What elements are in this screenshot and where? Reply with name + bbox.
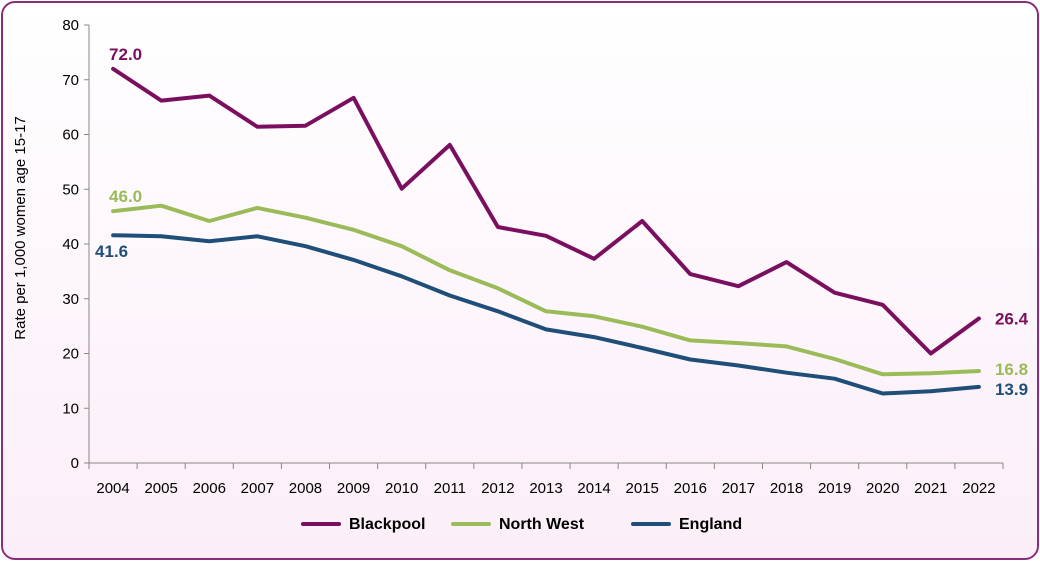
x-tick-label: 2022 [962, 480, 995, 497]
x-tick-label: 2006 [193, 480, 226, 497]
x-tick-label: 2005 [144, 480, 177, 497]
series-line-blackpool [111, 66, 981, 356]
x-tick-label: 2012 [481, 480, 514, 497]
series-line-england [111, 233, 981, 396]
data-label-layer: 72.0 26.4 46.0 16.8 41.6 13.9 [95, 45, 1029, 399]
series-line-north-west [111, 203, 981, 377]
y-tick-label: 80 [62, 17, 79, 34]
x-tick-label: 2020 [866, 480, 899, 497]
y-tick-label: 60 [62, 127, 79, 144]
x-tick-label: 2021 [914, 480, 947, 497]
x-tick-label: 2008 [289, 480, 322, 497]
x-tick-label: 2018 [770, 480, 803, 497]
x-tick-label: 2010 [385, 480, 418, 497]
x-tick-label: 2019 [818, 480, 851, 497]
data-label-north-west: 46.0 [109, 187, 142, 206]
y-tick-label: 0 [71, 455, 79, 472]
legend-label-blackpool: Blackpool [349, 516, 425, 533]
x-tick-label: 2015 [626, 480, 659, 497]
y-tick-label: 10 [62, 400, 79, 417]
axis-layer: 0 10 20 30 40 50 60 70 80 2004 2005 2006 2007 2008 200… [62, 17, 1004, 497]
y-tick-label: 40 [62, 236, 79, 253]
y-tick-label: 30 [62, 291, 79, 308]
x-tick-label: 2011 [434, 480, 466, 497]
y-tick-label: 20 [62, 346, 79, 363]
legend-label-england: England [679, 516, 742, 533]
data-label-blackpool: 72.0 [109, 45, 142, 64]
y-tick-label: 50 [62, 181, 79, 198]
data-label-england: 41.6 [95, 242, 128, 261]
data-label-england: 13.9 [995, 380, 1028, 399]
legend-label-north-west: North West [499, 516, 585, 533]
data-label-blackpool: 26.4 [995, 309, 1029, 328]
data-label-north-west: 16.8 [995, 360, 1028, 379]
y-axis-title-group: Rate per 1,000 women age 15-17 [12, 116, 29, 339]
y-axis-title: Rate per 1,000 women age 15-17 [12, 116, 29, 339]
x-tick-label: 2004 [96, 480, 129, 497]
x-tick-label: 2017 [722, 480, 755, 497]
x-tick-label: 2014 [577, 480, 610, 497]
x-tick-label: 2009 [337, 480, 370, 497]
legend: Blackpool North West England [301, 516, 742, 533]
series-layer [111, 66, 981, 396]
x-tick-label: 2016 [674, 480, 707, 497]
y-tick-label: 70 [62, 72, 79, 89]
x-tick-label: 2007 [241, 480, 274, 497]
line-chart: Rate per 1,000 women age 15-17 0 10 20 30 40… [12, 17, 1029, 533]
x-tick-label: 2013 [529, 480, 562, 497]
